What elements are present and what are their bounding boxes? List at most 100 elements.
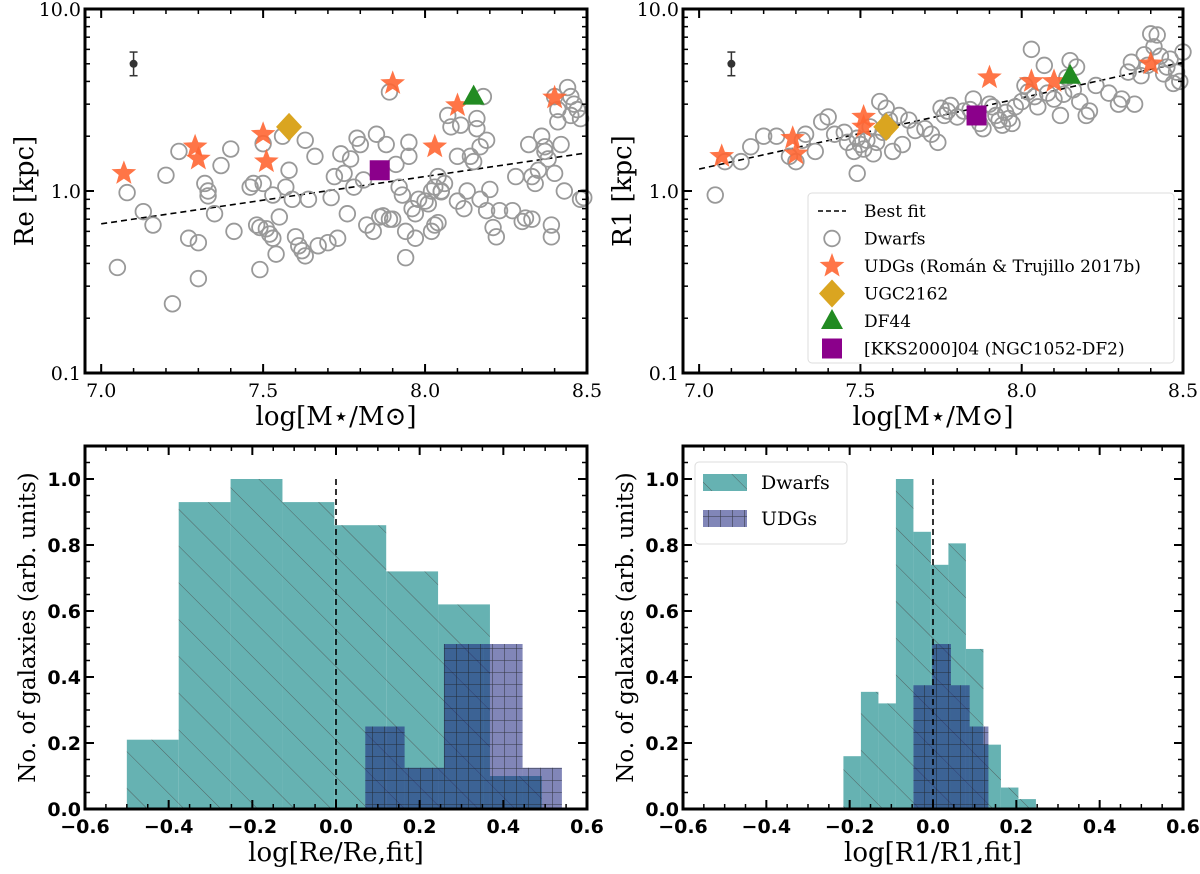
legend-label: UGC2162 [864,285,948,305]
data-point [477,131,496,149]
series-dwarfs [108,78,593,313]
data-point [484,218,502,237]
data-point [422,182,441,200]
series-ugc2162 [873,112,900,141]
legend-label: DF44 [864,312,911,332]
data-point [267,245,285,263]
data-point [1019,68,1044,92]
legend-marker-icon [819,279,845,308]
x-tick-label: −0.2 [825,816,875,838]
data-point [987,106,1005,125]
histogram-bar-hatch [404,767,444,809]
x-tick-label: 8.5 [572,380,602,402]
data-point [1003,114,1021,133]
data-point [462,84,485,105]
data-point [222,140,240,158]
y-tick-label: 1.0 [47,469,81,491]
data-point [575,188,593,207]
data-point [1142,25,1160,43]
data-point [848,164,866,183]
data-point [890,106,908,125]
data-point [205,205,224,223]
data-point [1022,40,1041,59]
data-point [568,100,586,119]
plot-area [126,479,562,809]
data-point [212,156,230,175]
data-point [199,187,217,205]
legend-label: Best fit [864,202,926,222]
x-tick-label: −0.4 [742,816,792,838]
data-point [1071,92,1089,111]
data-point [189,269,208,288]
legend-marker-icon [823,229,841,248]
x-tick-label: −0.2 [228,816,278,838]
x-tick-label: 0.4 [1083,816,1117,838]
data-point [251,260,269,279]
data-point [419,195,438,213]
histogram-bar-hatch [282,502,335,809]
x-tick-label: 0.4 [486,816,520,838]
data-point [754,127,773,145]
legend-label: UDGs (Román & Trujillo 2017b) [864,257,1141,277]
data-point [406,229,425,247]
histogram-bar-hatch [1000,787,1019,809]
legend-box [807,192,1175,364]
y-tick-label: 0.6 [47,601,81,623]
data-point [403,199,421,218]
data-point [182,133,208,158]
x-tick-label: 7.5 [248,380,278,402]
data-point [1125,95,1144,113]
data-point [157,166,175,184]
data-point [325,167,344,186]
histogram-bar-hatch [365,726,405,809]
series-dwarfs [706,25,1192,204]
data-point [819,108,837,126]
data-point [893,135,912,154]
histogram-bar-hatch [483,644,523,809]
histogram-bar-hatch [126,739,179,809]
series-udgs [913,644,989,809]
x-tick-label: 0.0 [319,816,353,838]
y-axis-label: R1 [kpc] [608,135,638,247]
data-point [400,133,418,152]
panel-top-left: 7.0 7.5 8.0 8.5 0.1 1.0 10.0 log[M⋆/M⊙] Re [kpc] [10,0,602,432]
x-tick-label: 8.0 [410,380,440,402]
y-axis-label: No. of galaxies (arb. units) [613,472,639,782]
data-point [471,138,489,156]
histogram-bar-hatch [878,703,896,809]
histogram-bar-hatch [913,685,933,809]
data-point [935,106,953,125]
x-tick-label: 0.6 [1166,816,1200,838]
data-point [179,229,198,247]
y-tick-label: 1.0 [649,181,679,203]
y-tick-label: 0.1 [51,363,81,385]
histogram-bar-hatch [522,767,562,809]
data-point [468,109,486,128]
data-point [451,116,470,134]
x-axis-label: log[M⋆/M⊙] [853,402,1014,432]
data-point [286,228,305,246]
data-point [251,218,269,237]
data-point [964,90,983,108]
legend-swatch-hatch [703,510,747,527]
data-point [966,105,987,126]
y-axis-label: No. of galaxies (arb. units) [15,472,41,782]
y-tick-label: 1.0 [645,469,679,491]
data-point [458,182,476,200]
data-point [558,78,577,97]
x-tick-label: 0.6 [570,816,604,838]
data-point [851,113,876,138]
data-point [993,116,1012,134]
y-axis-label: Re [kpc] [10,136,40,246]
data-point [1059,63,1082,84]
plot-area [698,25,1192,204]
y-tick-label: 0.2 [47,733,81,755]
data-point [254,174,272,193]
panel-top-right: 7.0 7.5 8.0 8.5 0.1 1.0 10.0 log[M⋆/M⊙] R1 [kpc]… [608,0,1198,432]
series-udgs-rom-n-trujillo-2017b- [709,50,1164,167]
data-point [1087,76,1105,95]
legend-marker-icon [822,338,842,359]
histogram-bar-hatch [230,479,283,809]
x-tick-label: 0.0 [916,816,950,838]
data-point [1158,58,1176,76]
